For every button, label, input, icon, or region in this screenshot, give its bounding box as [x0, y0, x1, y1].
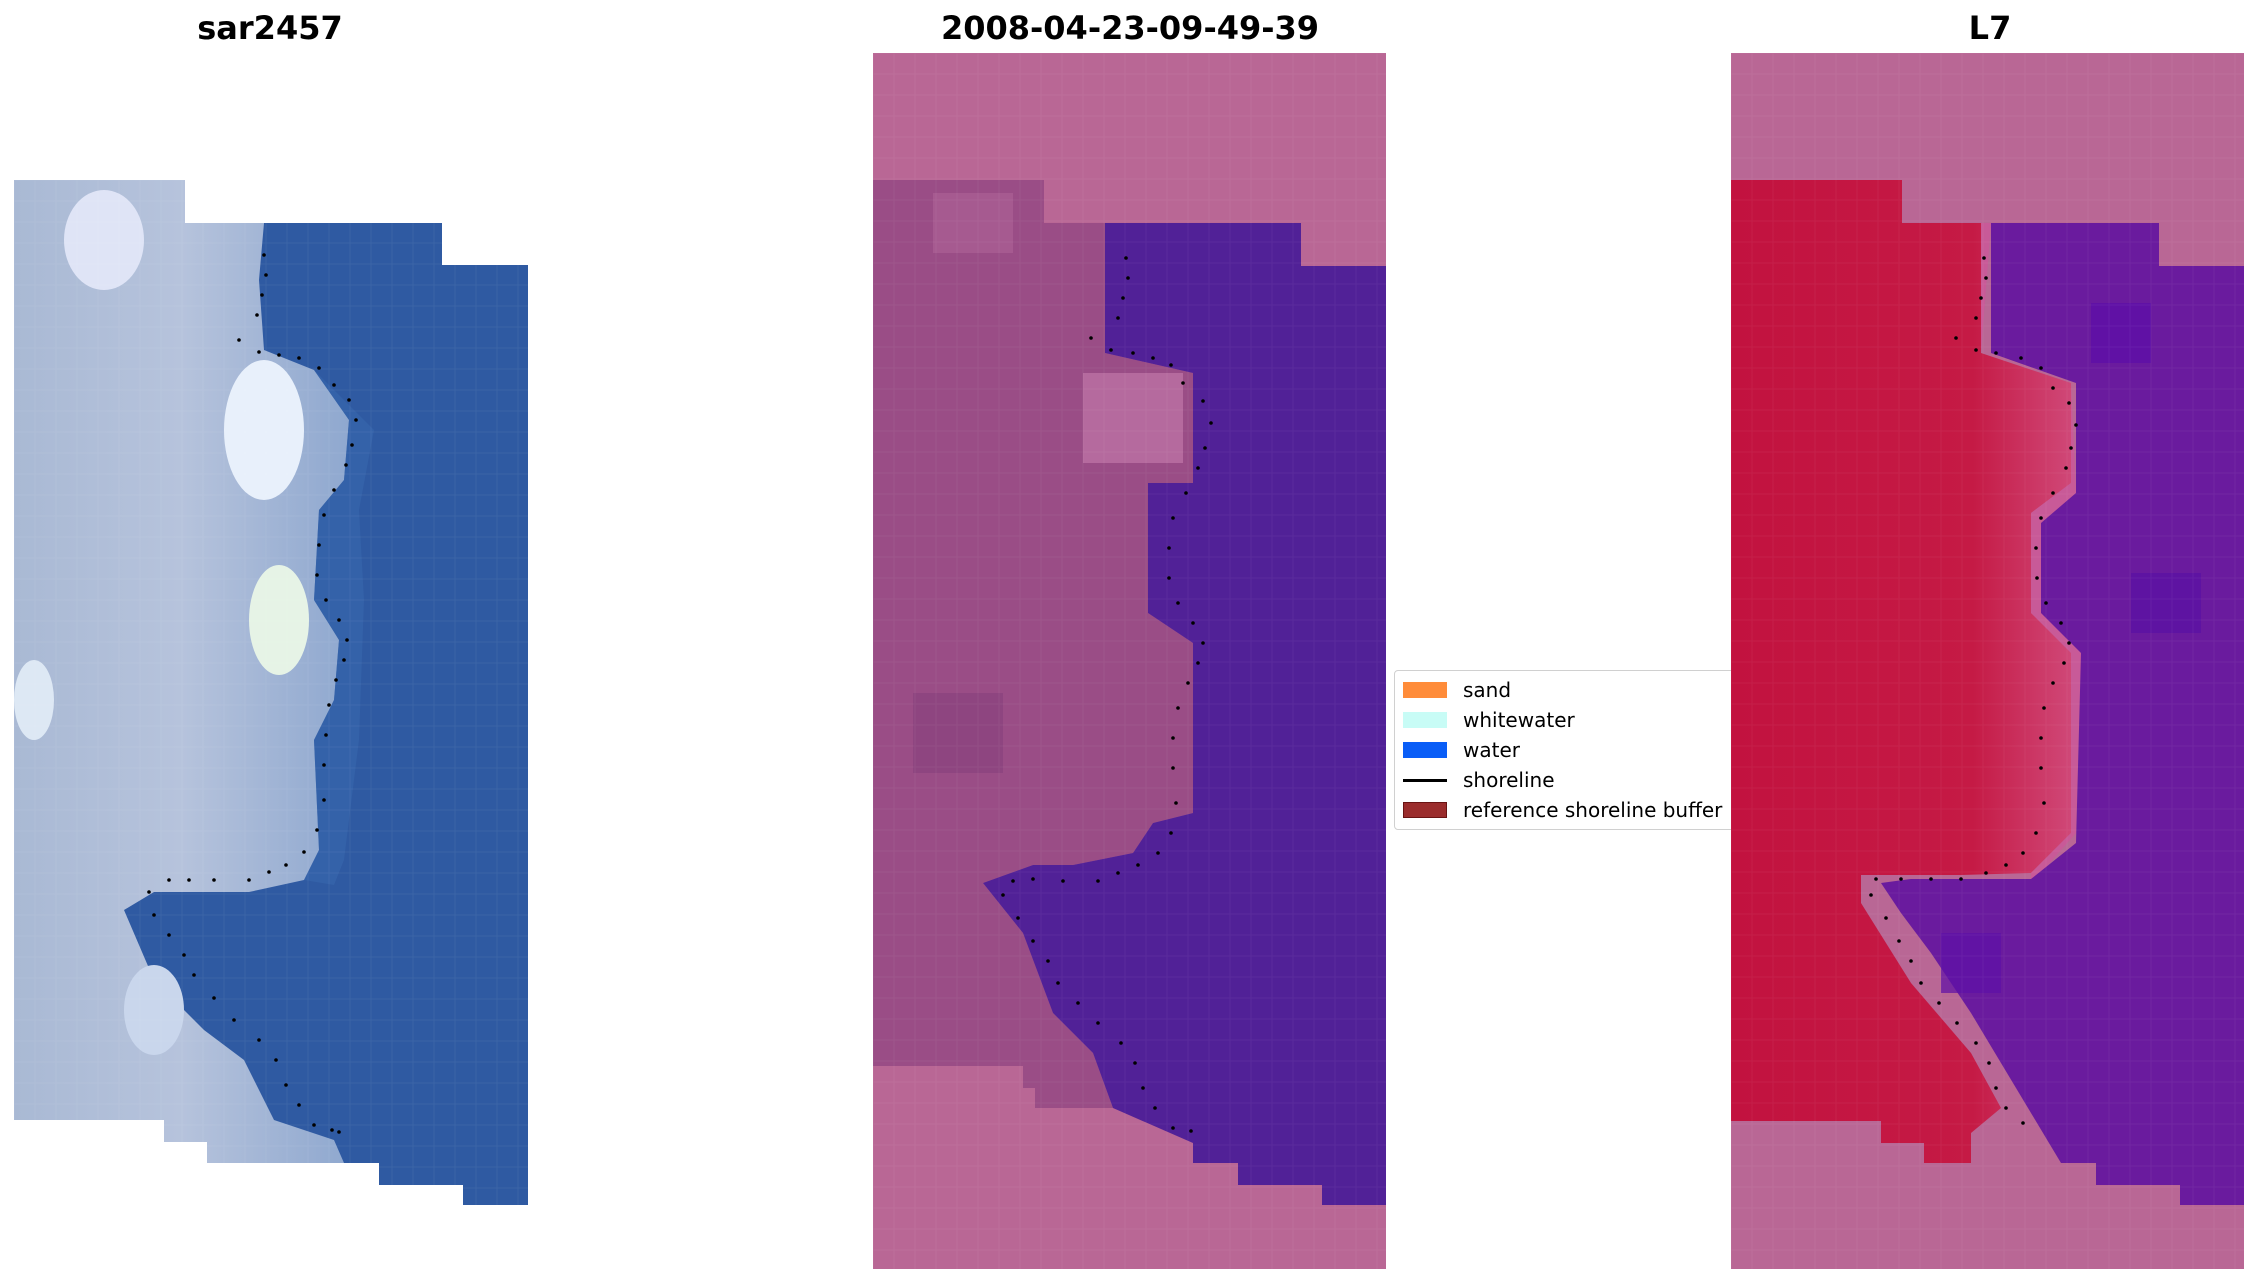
classified-image-panel — [873, 53, 1386, 1269]
sand-swatch-icon — [1403, 682, 1447, 698]
legend: sand whitewater water shoreline referenc… — [1394, 670, 1740, 830]
legend-label: shoreline — [1463, 768, 1555, 792]
buffer-swatch-icon — [1403, 802, 1447, 818]
water-swatch-icon — [1403, 742, 1447, 758]
shoreline-dots-index — [1869, 256, 2078, 1125]
legend-item-water: water — [1403, 736, 1520, 764]
panel-title-index: L7 — [1968, 9, 2012, 47]
panel-title-rgb: sar2457 — [197, 9, 343, 47]
legend-label: water — [1463, 738, 1520, 762]
shoreline-dots-classified — [1001, 256, 1213, 1133]
legend-label: sand — [1463, 678, 1512, 702]
panel-title-classified: 2008-04-23-09-49-39 — [940, 9, 1320, 47]
whitewater-swatch-icon — [1403, 712, 1447, 728]
rgb-image-panel — [14, 180, 529, 1205]
legend-item-sand: sand — [1403, 676, 1511, 704]
shoreline-dots-rgb — [147, 253, 358, 1134]
legend-item-reference-buffer: reference shoreline buffer — [1403, 796, 1722, 824]
index-image-panel — [1731, 53, 2244, 1269]
legend-label: whitewater — [1463, 708, 1575, 732]
legend-item-shoreline: shoreline — [1403, 766, 1555, 794]
legend-label: reference shoreline buffer — [1463, 798, 1723, 822]
legend-item-whitewater: whitewater — [1403, 706, 1575, 734]
shoreline-line-icon — [1403, 778, 1447, 782]
